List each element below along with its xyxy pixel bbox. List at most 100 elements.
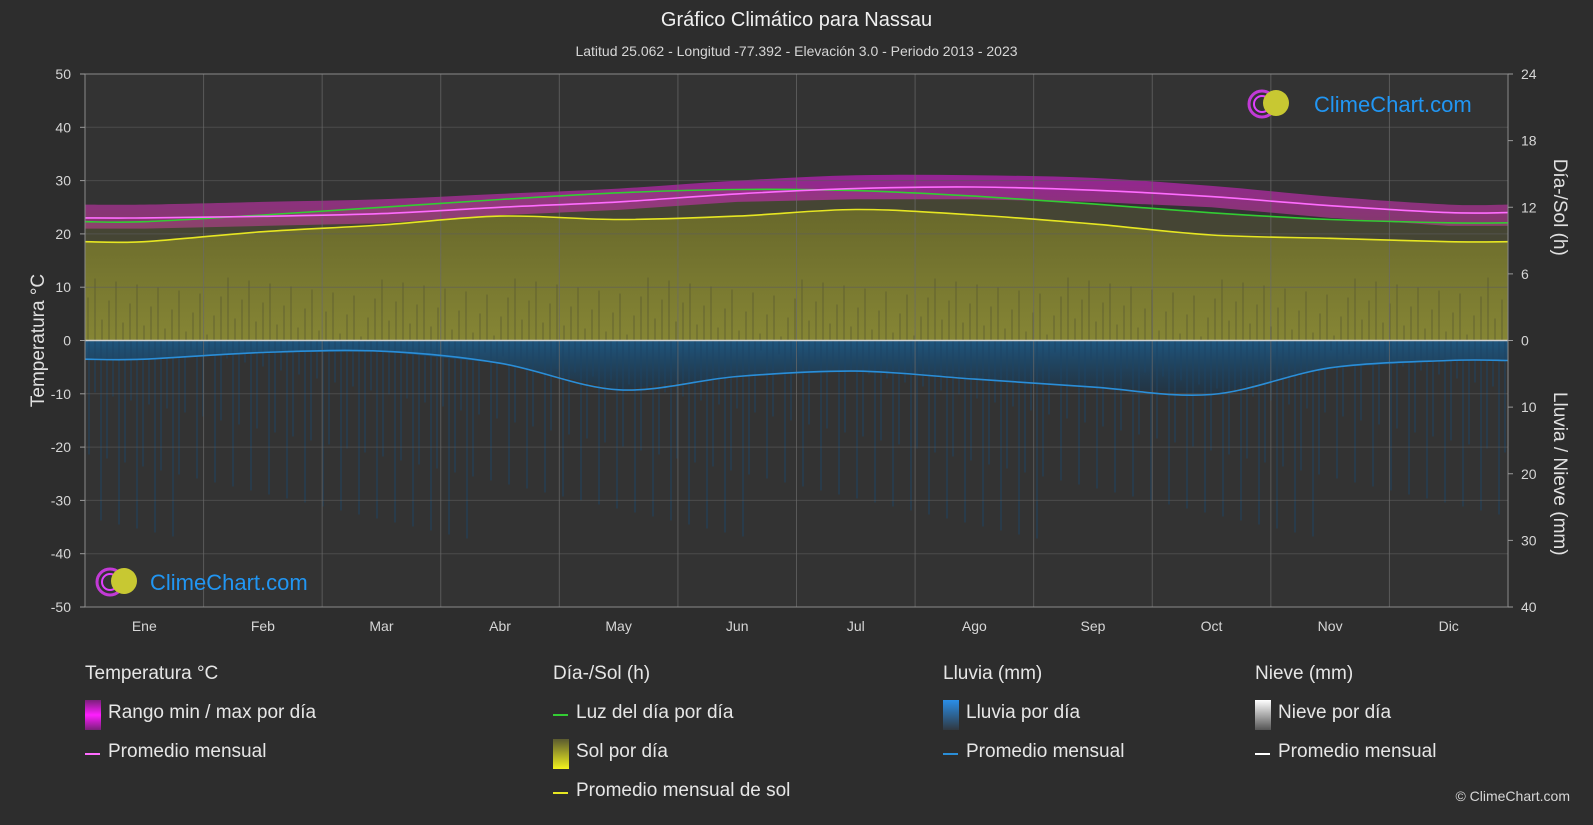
y-left-tick-label: 20 <box>55 226 71 242</box>
sunshine-day-bar <box>178 290 180 341</box>
sunshine-day-bar <box>353 295 355 341</box>
sunshine-day-bar <box>584 328 586 341</box>
sunshine-day-bar <box>1235 301 1237 341</box>
sunshine-day-bar <box>1417 287 1419 341</box>
rain-day-bar <box>892 340 894 507</box>
sunshine-day-bar <box>1200 336 1202 341</box>
rain-day-bar <box>994 340 996 403</box>
rain-day-bar <box>160 340 162 471</box>
rain-day-bar <box>1444 340 1446 503</box>
sunshine-day-bar <box>122 322 124 341</box>
sunshine-day-bar <box>1025 331 1027 341</box>
sunshine-day-bar <box>556 284 558 341</box>
rain-day-bar <box>178 340 180 475</box>
rain-day-bar <box>790 340 792 421</box>
rain-day-bar <box>1492 340 1494 387</box>
sunshine-day-bar <box>640 296 642 341</box>
rain-day-bar <box>580 340 582 501</box>
sunshine-day-bar <box>1319 313 1321 341</box>
temp-avg-line <box>84 186 1509 219</box>
sunshine-day-bar <box>1207 317 1209 341</box>
rain-day-bar <box>280 340 282 371</box>
sunshine-day-bar <box>311 289 313 341</box>
rain-day-bar <box>1066 340 1068 419</box>
rain-day-bar <box>718 340 720 405</box>
rain-day-bar <box>370 340 372 391</box>
rain-day-bar <box>268 340 270 495</box>
rain-day-bar <box>820 340 822 491</box>
sunshine-day-bar <box>780 336 782 341</box>
sunshine-day-bar <box>1130 286 1132 341</box>
rain-day-bar <box>430 340 432 531</box>
sunshine-day-bar <box>1011 309 1013 341</box>
sunshine-day-bar <box>948 300 950 341</box>
rain-day-bar <box>562 340 564 497</box>
sunshine-day-bar <box>878 310 880 341</box>
sunshine-day-bar <box>136 284 138 341</box>
sunshine-day-bar <box>983 325 985 341</box>
y-right-hours-tick-label: 6 <box>1521 266 1529 282</box>
rain-day-bar <box>706 340 708 529</box>
rain-day-bar <box>826 340 828 429</box>
y-right-mm-tick-label: 30 <box>1521 532 1537 548</box>
legend-item-snow-avg: Promedio mensual <box>1255 729 1436 768</box>
sunshine-day-bar <box>913 335 915 341</box>
y-left-tick-label: 0 <box>63 333 71 349</box>
rain-day-bar <box>478 340 480 415</box>
rain-day-bar <box>514 340 516 423</box>
rain-day-bar <box>586 340 588 439</box>
rain-day-bar <box>880 340 882 441</box>
rain-day-bar <box>1018 340 1020 535</box>
rain-day-bar <box>658 340 660 455</box>
sunshine-day-bar <box>1403 325 1405 341</box>
sunshine-day-bar <box>451 329 453 341</box>
rain-swatch <box>943 700 959 730</box>
sunshine-day-bar <box>1060 296 1062 341</box>
sunshine-day-bar <box>605 331 607 341</box>
sunshine-day-bar <box>234 318 236 341</box>
rain-day-bar <box>544 340 546 493</box>
rain-day-bar <box>550 340 552 431</box>
sunshine-day-bar <box>1438 290 1440 341</box>
sunshine-day-bar <box>591 309 593 341</box>
y-left-tick-label: 30 <box>55 173 71 189</box>
sunshine-day-bar <box>857 307 859 341</box>
rain-day-bar <box>1360 340 1362 421</box>
rain-day-bar <box>1342 340 1344 417</box>
legend-item-temp-avg: Promedio mensual <box>85 729 266 768</box>
sunshine-day-bar <box>1452 312 1454 341</box>
sunshine-day-bar <box>654 318 656 341</box>
sunshine-day-bar <box>346 314 348 341</box>
rain-day-bar <box>670 340 672 521</box>
rain-day-bar <box>382 340 384 457</box>
legend-label: Lluvia por día <box>966 702 1081 723</box>
sunshine-day-bar <box>185 331 187 341</box>
legend-label: Rango min / max por día <box>108 702 317 723</box>
legend-label: Promedio mensual <box>1278 741 1437 762</box>
rain-day-bar <box>484 340 486 353</box>
sunshine-day-bar <box>1389 303 1391 341</box>
legend-label: Luz del día por día <box>576 702 734 723</box>
rain-day-bar <box>142 340 144 467</box>
rain-day-bar <box>574 340 576 373</box>
daylight-line <box>84 188 1509 224</box>
rain-day-bar <box>1144 340 1146 373</box>
rain-day-bar <box>520 340 522 361</box>
sunshine-day-bar <box>1032 312 1034 341</box>
sunshine-day-bar <box>1256 304 1258 341</box>
sunshine-day-bar <box>143 325 145 341</box>
sunshine-day-bar <box>682 302 684 341</box>
sunshine-day-bar <box>927 297 929 341</box>
sunshine-day-bar <box>920 316 922 341</box>
sunshine-day-bar <box>1249 323 1251 341</box>
legend-heading-temperature: Temperatura °C <box>85 663 219 684</box>
rain-day-bar <box>154 340 156 533</box>
sunshine-day-bar <box>969 303 971 341</box>
sunshine-day-bar <box>318 330 320 341</box>
rain-day-bar <box>646 340 648 389</box>
rain-day-bar <box>1318 340 1320 475</box>
rain-day-bar <box>448 340 450 535</box>
sunshine-day-bar <box>521 319 523 341</box>
sunshine-day-bar <box>108 300 110 341</box>
rain-day-bar <box>664 340 666 393</box>
